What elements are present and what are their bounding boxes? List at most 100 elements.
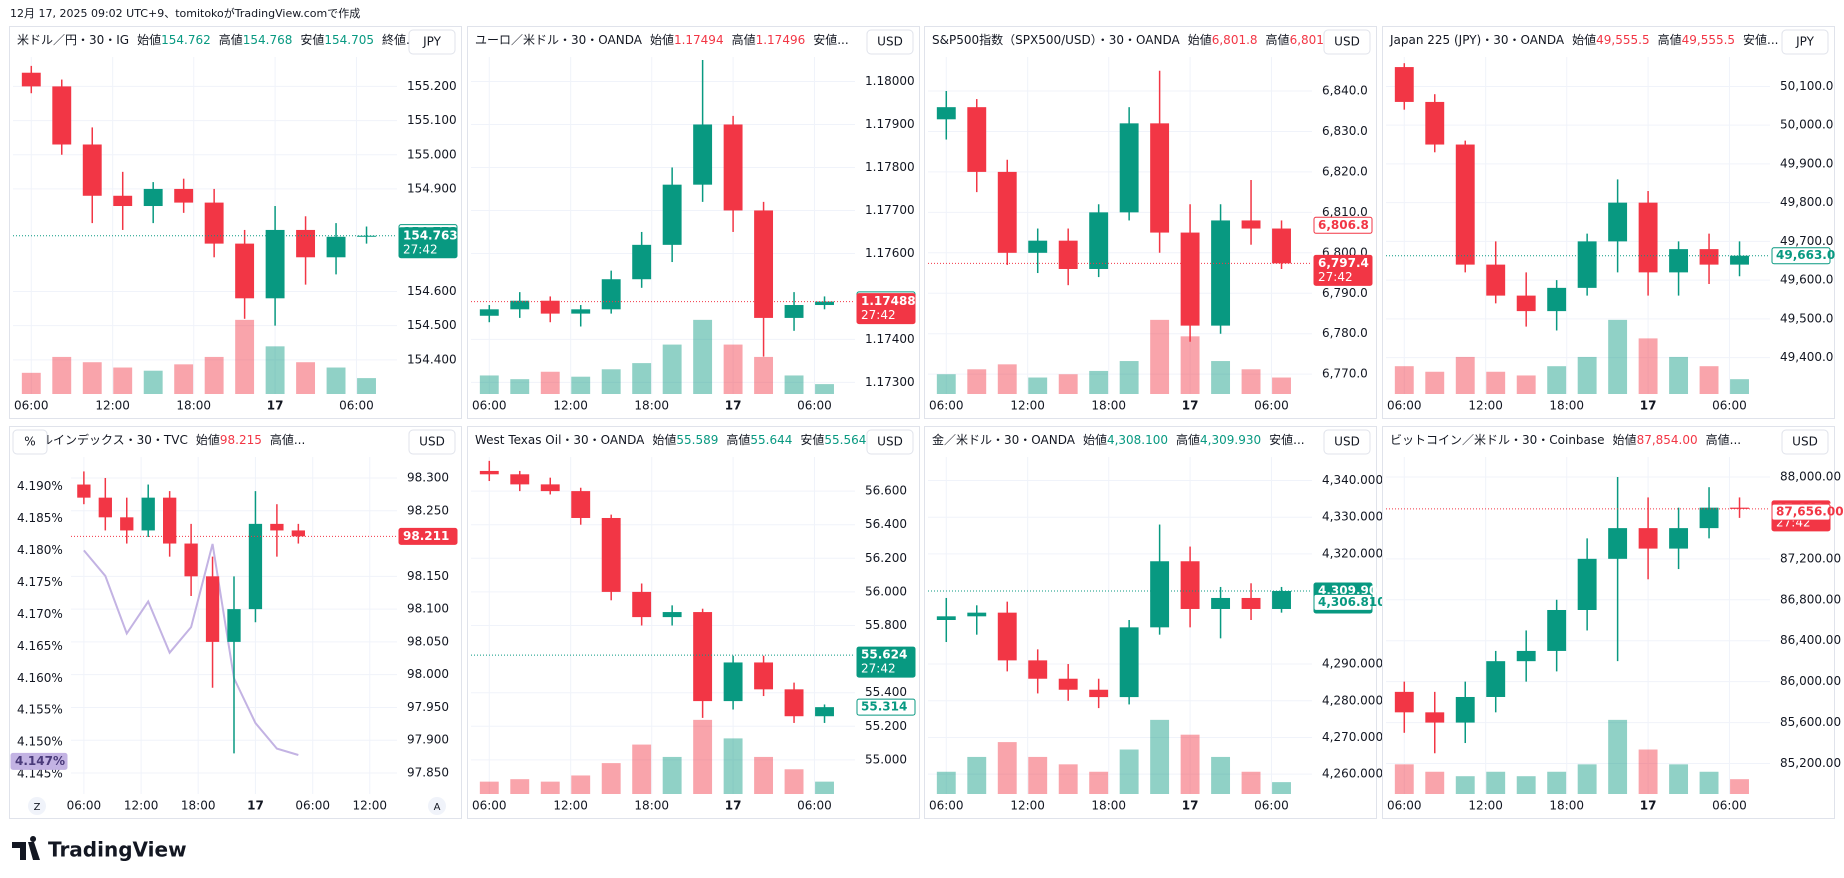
candle-body	[1638, 202, 1658, 273]
candle-body	[479, 470, 499, 475]
candle-body	[1089, 689, 1109, 698]
price-tag-label: 55.314	[861, 700, 907, 714]
volume-bar	[1028, 756, 1048, 794]
candle-body	[632, 591, 652, 618]
x-tick-label: 06:00	[1712, 399, 1747, 413]
chart-panel: 155.200 155.100 155.000 154.900 154.600 154.5…	[9, 26, 462, 419]
volume-bar	[52, 356, 72, 394]
currency: USD	[877, 35, 903, 49]
candle-body	[1241, 220, 1261, 229]
volume-bar	[1089, 370, 1109, 394]
volume-bar	[1608, 719, 1628, 794]
volume-bar	[204, 356, 224, 394]
price-tag-label: 6,806.8	[1318, 218, 1369, 232]
chart-panel: 56.600 56.400 56.200 56.000 55.800 55.400 55.2…	[467, 426, 920, 819]
volume-bar	[1455, 776, 1475, 794]
y-tick-label: 88,000.00	[1780, 469, 1841, 483]
volume-bar	[1516, 776, 1536, 794]
x-tick-label: 18:00	[1549, 399, 1584, 413]
quote-value: 55.564...	[824, 433, 877, 447]
quote-value: 4,309.930	[1200, 433, 1261, 447]
quote-value: 55.589	[676, 433, 718, 447]
candle-body	[784, 689, 804, 717]
y-tick-label: 4,270.000	[1322, 730, 1383, 744]
y-tick-label: 50,000.0	[1780, 118, 1833, 132]
volume-bar	[662, 756, 682, 794]
currency-button[interactable]	[1781, 429, 1829, 455]
x-tick-label: 18:00	[634, 799, 669, 813]
candle-body	[723, 124, 743, 211]
x-tick-label: 12:00	[1468, 399, 1503, 413]
volume-bar	[1119, 749, 1139, 794]
x-tick-label: 18:00	[634, 399, 669, 413]
price-tag	[1771, 503, 1831, 521]
y2-unit-button[interactable]	[12, 429, 48, 455]
y-tick-label: 155.200	[407, 79, 457, 93]
currency-button[interactable]	[1323, 429, 1371, 455]
currency-button[interactable]	[408, 29, 456, 55]
volume-bar	[1577, 764, 1597, 794]
candle-body	[510, 474, 530, 485]
candle-body	[326, 236, 346, 258]
y-tick-label: 98.250	[407, 503, 449, 517]
volume-bar	[540, 371, 560, 394]
quote-value: 1.17494	[674, 33, 724, 47]
y-tick-label: 55.200	[865, 719, 907, 733]
price-tag-label: 55.624	[861, 648, 907, 662]
y2-tick-label: 4.170%	[17, 607, 63, 621]
volume-bar	[754, 356, 774, 394]
y-tick-label: 155.000	[407, 147, 457, 161]
y-tick-label: 1.17700	[865, 203, 915, 217]
y-tick-label: 1.18000	[865, 74, 915, 88]
volume-bar	[723, 738, 743, 794]
volume-bar	[571, 775, 591, 794]
scale-button[interactable]	[28, 797, 46, 815]
y-tick-label: 55.000	[865, 752, 907, 766]
currency-button[interactable]	[1781, 29, 1829, 55]
y-tick-label: 154.900	[407, 181, 457, 195]
candle-body	[270, 523, 284, 531]
x-tick-label: 06:00	[797, 399, 832, 413]
candle-body	[1577, 558, 1597, 610]
price-tag-label: 6,797.4	[1318, 256, 1369, 270]
volume-bar	[82, 362, 102, 394]
y-tick-label: 49,700.0	[1780, 234, 1833, 248]
candle-body	[1028, 660, 1048, 679]
volume-bar	[936, 374, 956, 394]
candle-body	[1547, 287, 1567, 312]
y2-tick-label: 4.165%	[17, 639, 63, 653]
chart-panel: 4,340.000 4,330.000 4,320.000 4,290.000 4,28…	[924, 426, 1386, 819]
panel-border	[1382, 426, 1835, 819]
currency-button[interactable]	[866, 29, 914, 55]
candle-body	[141, 497, 155, 531]
price-tag	[10, 752, 68, 770]
currency-button[interactable]	[408, 429, 456, 455]
volume-bar	[510, 379, 530, 394]
candle-body	[571, 491, 591, 518]
x-tick-label: 18:00	[176, 399, 211, 413]
price-tag-label: 49,663.0	[1776, 248, 1835, 262]
volume-bar	[1150, 719, 1170, 794]
candle-body	[1425, 712, 1445, 723]
candle-body	[1272, 228, 1291, 264]
scale-button[interactable]	[428, 797, 446, 815]
x-tick-label: 06:00	[295, 799, 330, 813]
candle-body	[967, 107, 987, 172]
currency-button[interactable]	[866, 429, 914, 455]
y-tick-label: 56.000	[865, 584, 907, 598]
price-tag-label: 87,656.00	[1776, 505, 1844, 519]
currency-button[interactable]	[1323, 29, 1371, 55]
symbol: ユーロ／米ドル・30・OANDA	[475, 33, 643, 47]
y-tick-label: 49,600.0	[1780, 273, 1833, 287]
volume-bar	[1730, 779, 1749, 794]
y-tick-label: 98.050	[407, 634, 449, 648]
volume-bar	[1425, 771, 1445, 794]
volume-bar	[784, 769, 804, 794]
quote-label: 始値	[1613, 432, 1637, 447]
candle-body	[1577, 241, 1597, 288]
price-tag-label: 4,306.810	[1318, 595, 1386, 609]
candle-body	[113, 195, 133, 207]
quote-label: 始値	[1572, 32, 1596, 47]
currency: USD	[1792, 435, 1818, 449]
quote-value: 154.705	[324, 33, 374, 47]
